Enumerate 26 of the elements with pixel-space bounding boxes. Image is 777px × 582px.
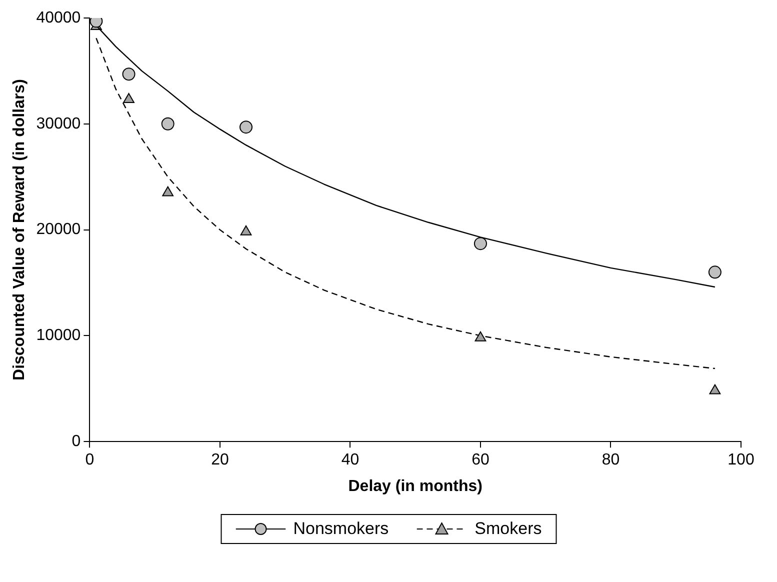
point	[240, 120, 253, 134]
point	[123, 93, 134, 104]
point	[240, 225, 252, 236]
point	[474, 331, 486, 342]
y-tick-label: 40000	[36, 9, 81, 26]
y-tick-label: 20000	[36, 221, 81, 238]
point	[709, 384, 721, 394]
x-tick-label: 40	[341, 452, 360, 469]
y-tick-label: 10000	[36, 327, 81, 344]
point	[162, 186, 174, 196]
x-tick-label: 0	[85, 452, 94, 469]
point	[161, 117, 174, 130]
line-series	[96, 38, 716, 370]
y-axis-title: Discounted Value of Reward (in dollars)	[11, 79, 28, 380]
point	[708, 266, 722, 279]
x-tick-label: 100	[728, 452, 754, 469]
legend-label: Smokers	[474, 519, 542, 539]
point	[474, 237, 487, 250]
x-tick-label: 20	[211, 452, 229, 469]
y-tick-label: 30000	[36, 115, 81, 132]
x-tick-label: 80	[602, 452, 620, 469]
x-tick-label: 60	[472, 452, 490, 469]
point	[122, 68, 136, 81]
x-axis-title: Delay (in months)	[348, 478, 482, 495]
y-tick-label: 0	[72, 433, 81, 450]
legend-label: Nonsmokers	[293, 519, 389, 539]
